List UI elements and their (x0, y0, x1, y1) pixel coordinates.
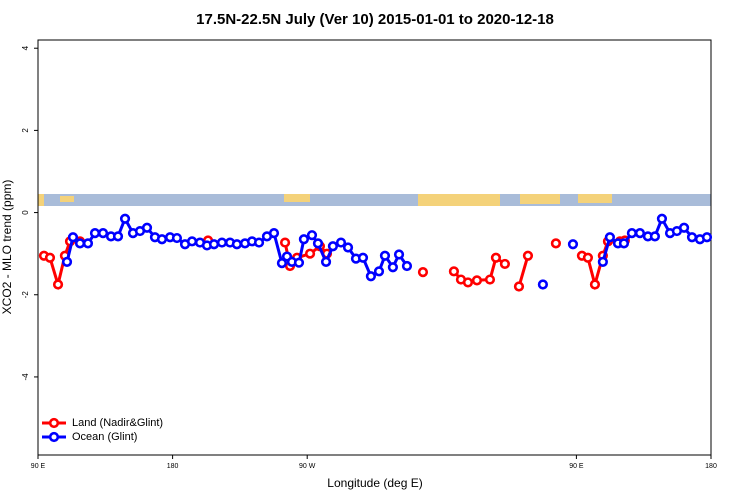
point (471, 275, 483, 286)
point (484, 274, 496, 285)
point (171, 232, 183, 244)
point (522, 250, 534, 261)
x-tick-label: 90 W (299, 463, 316, 470)
point (298, 234, 310, 245)
point (186, 236, 198, 247)
y-tick-label: 0 (21, 210, 30, 215)
point (550, 238, 562, 249)
point (82, 238, 94, 249)
point (61, 256, 73, 267)
y-tick-label: 2 (21, 128, 30, 133)
point (567, 239, 579, 250)
legend-label: Ocean (Glint) (72, 431, 137, 443)
point (678, 222, 690, 233)
point (52, 279, 64, 290)
point (97, 228, 109, 239)
plot-frame (37, 39, 712, 456)
point (448, 266, 460, 277)
point (156, 234, 168, 245)
point (626, 228, 637, 239)
y-tick-label: -2 (21, 291, 30, 299)
point (417, 267, 429, 278)
point (327, 241, 339, 252)
point (276, 258, 288, 269)
y-tick-label: -4 (21, 373, 30, 381)
y-tick-label: 4 (21, 45, 30, 50)
point (597, 256, 608, 267)
point (320, 256, 332, 267)
point (618, 238, 630, 249)
point (335, 237, 347, 248)
point (141, 222, 153, 233)
point (656, 213, 668, 224)
point (686, 232, 698, 243)
point (112, 231, 124, 242)
point (649, 231, 661, 242)
point (119, 213, 131, 224)
point (304, 248, 316, 259)
point (89, 228, 101, 239)
point (357, 252, 369, 263)
point (379, 250, 391, 261)
point (216, 237, 228, 248)
point (513, 281, 525, 292)
x-axis-label: Longitude (deg E) (327, 476, 422, 490)
x-tick-label: 90 E (569, 463, 584, 470)
map-strip (38, 194, 711, 206)
point (499, 258, 511, 270)
point (231, 239, 243, 250)
point (604, 232, 616, 243)
point (462, 277, 474, 288)
legend-marker (48, 417, 60, 429)
point (490, 252, 502, 263)
point (268, 228, 280, 239)
x-tick-label: 180 (705, 463, 717, 470)
point (74, 238, 86, 249)
point (342, 242, 354, 253)
point (634, 228, 646, 239)
point (365, 271, 377, 282)
point (253, 237, 265, 248)
point (208, 239, 220, 250)
point (67, 232, 79, 243)
point (293, 257, 305, 268)
point (44, 252, 56, 263)
point (589, 279, 601, 290)
point (387, 262, 398, 273)
chart-title: 17.5N-22.5N July (Ver 10) 2015-01-01 to … (196, 11, 554, 28)
y-axis-label: XCO2 - MLO trend (ppm) (0, 180, 14, 315)
legend-marker (48, 431, 60, 443)
series-line (65, 215, 708, 279)
x-tick-label: 90 E (31, 463, 46, 470)
point (279, 237, 291, 248)
point (401, 260, 413, 272)
legend-label: Land (Nadir&Glint) (72, 417, 163, 429)
point (393, 249, 405, 260)
point (582, 252, 594, 263)
x-tick-label: 180 (167, 463, 179, 470)
point (306, 230, 318, 241)
point (701, 232, 713, 243)
point (373, 266, 385, 277)
point (537, 279, 548, 290)
point (312, 238, 324, 249)
